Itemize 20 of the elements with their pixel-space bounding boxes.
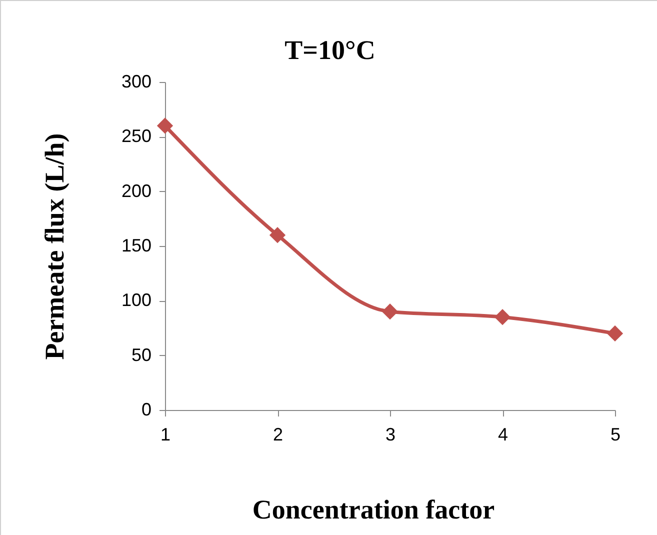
y-tick-label: 150 xyxy=(121,236,152,256)
point xyxy=(156,118,174,134)
y-axis-title: Permeate flux (L/h) xyxy=(40,133,70,360)
point xyxy=(606,325,624,342)
y-tick-label: 0 xyxy=(141,400,152,420)
x-tick-label: 3 xyxy=(385,424,396,444)
y-tick-label: 100 xyxy=(121,290,152,310)
x-tick-label: 2 xyxy=(272,424,284,444)
x-tick-label: 4 xyxy=(498,424,508,444)
point xyxy=(494,309,511,326)
y-tick-label: 250 xyxy=(121,126,152,146)
point xyxy=(269,227,286,244)
chart-title: T=10°C xyxy=(284,35,376,65)
x-axis-title: Concentration factor xyxy=(252,494,495,524)
y-tick-label: 300 xyxy=(121,72,152,92)
y-tick-label: 200 xyxy=(121,180,152,201)
x-tick-label: 5 xyxy=(610,424,621,444)
y-tick-label: 50 xyxy=(131,344,152,365)
point xyxy=(382,304,398,320)
x-tick-label: 1 xyxy=(160,424,171,444)
